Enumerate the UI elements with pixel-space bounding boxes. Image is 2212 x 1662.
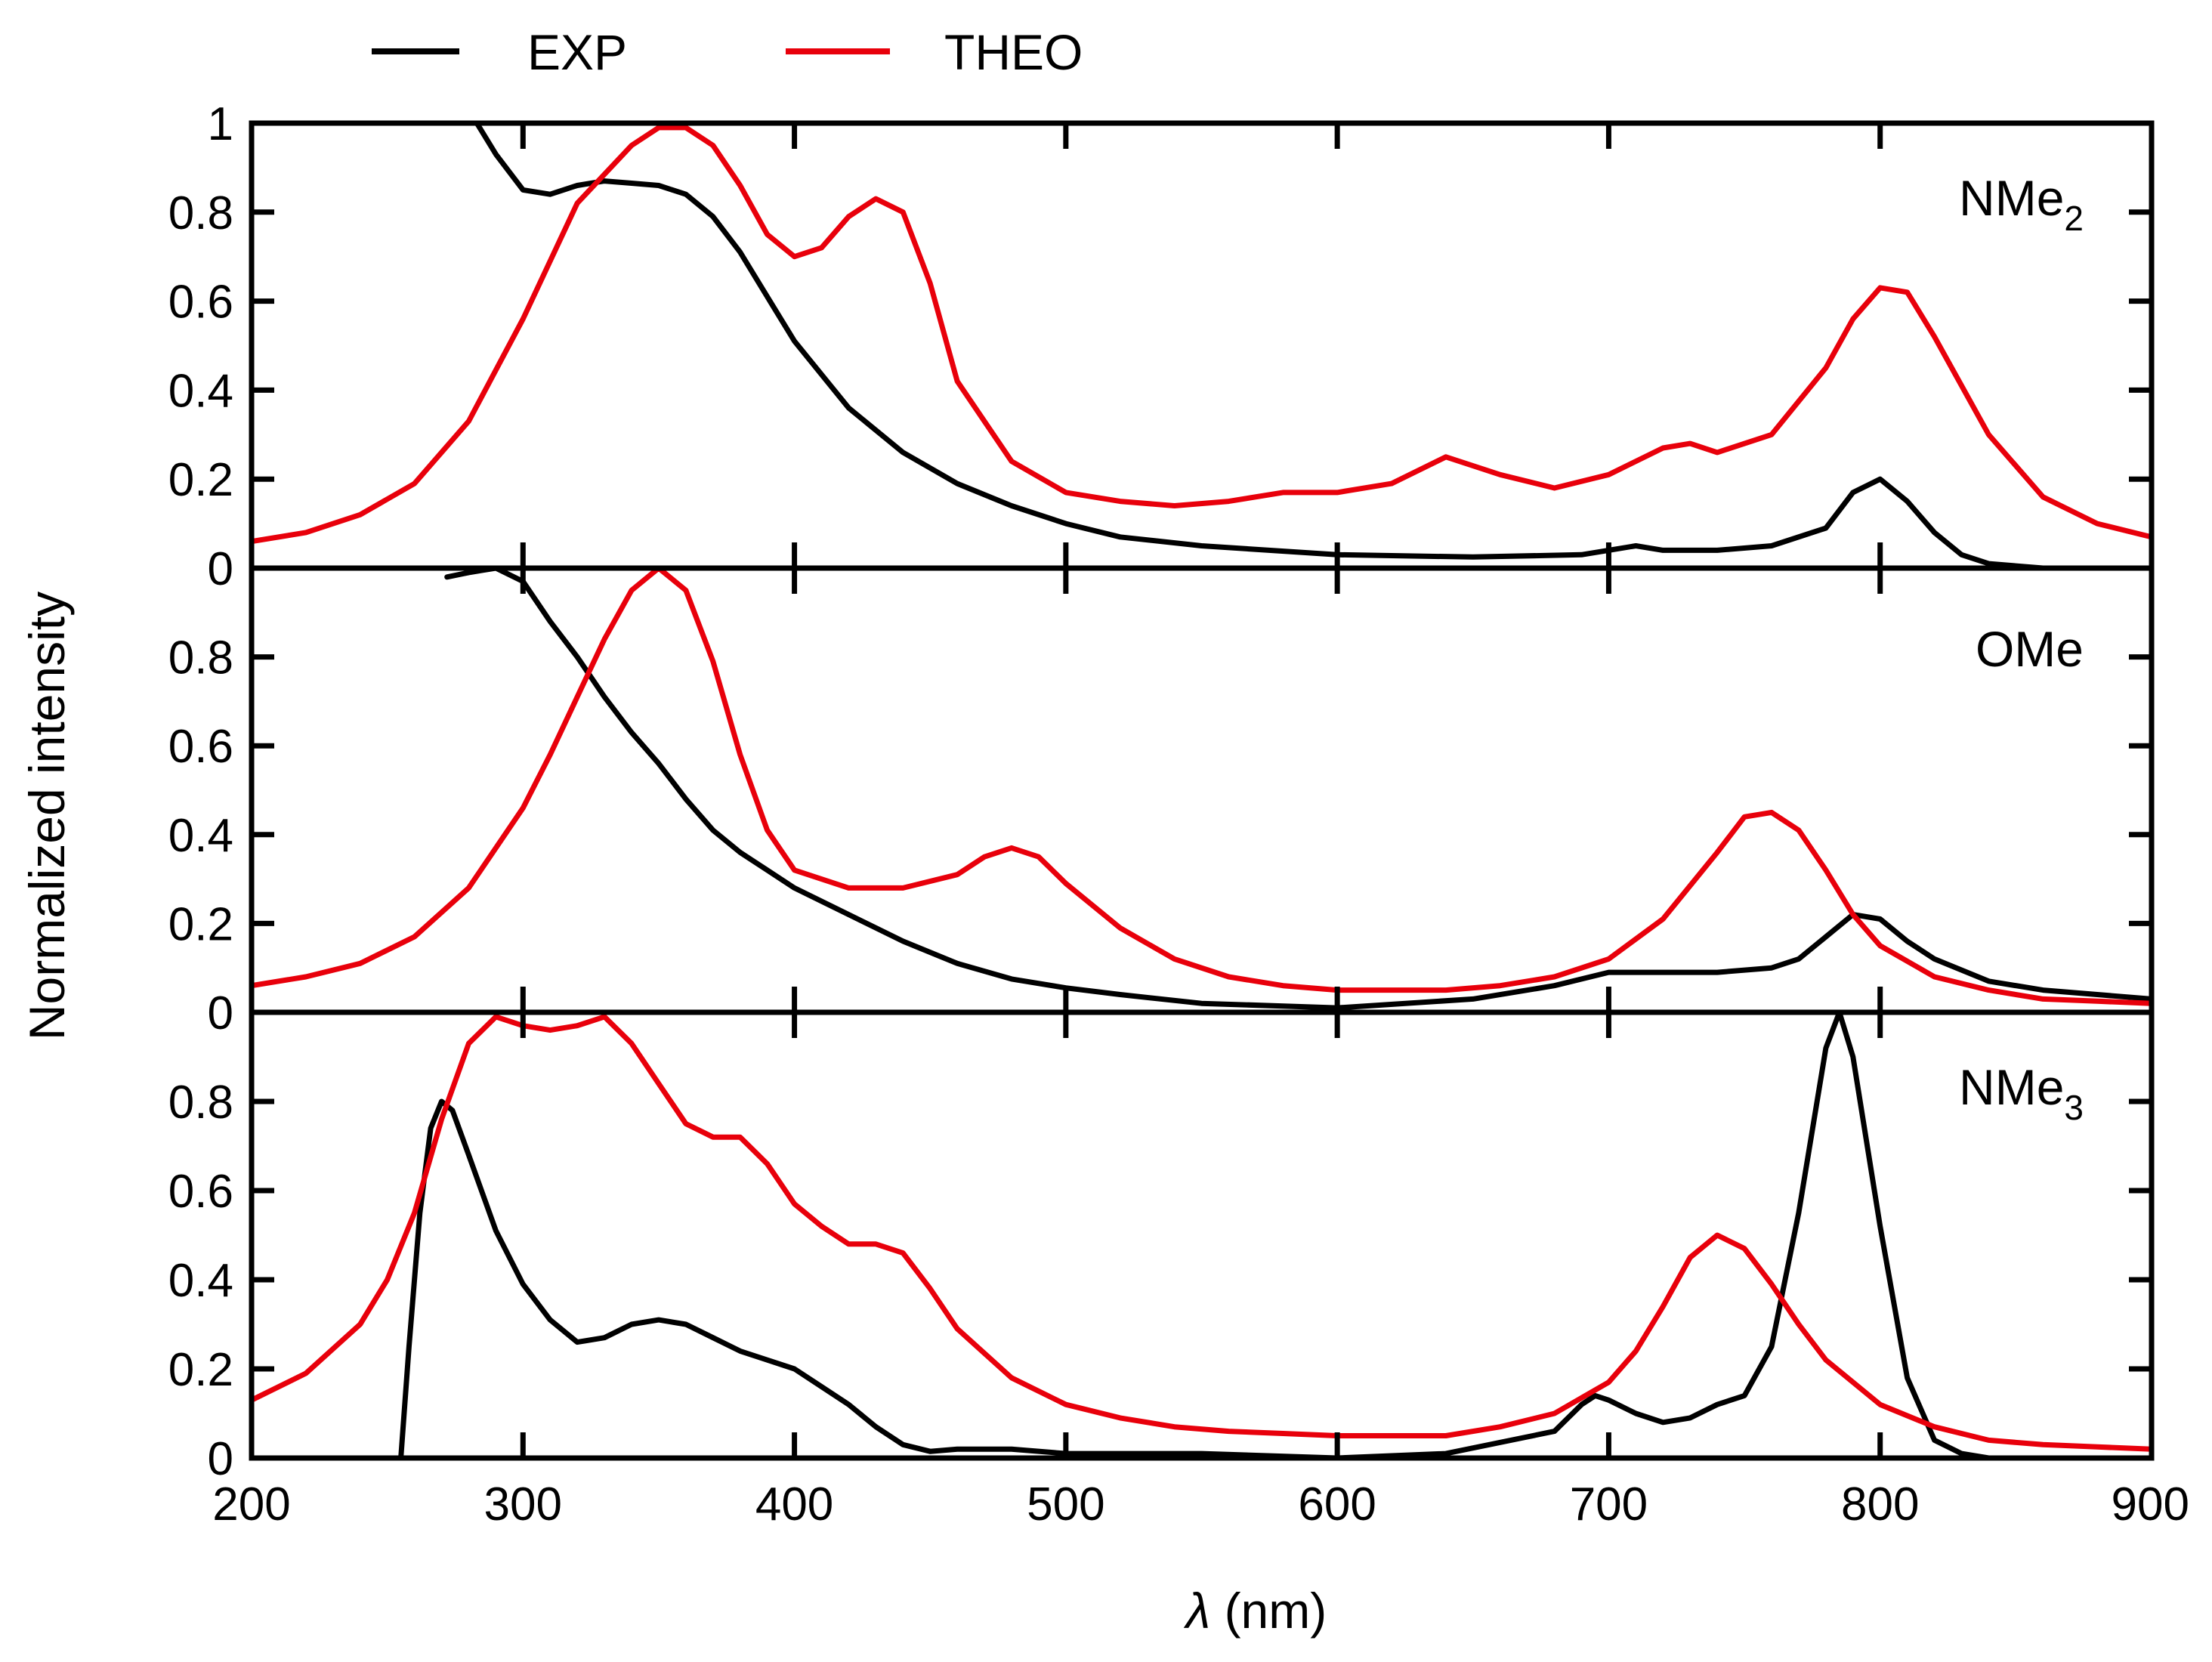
y-tick-label: 1 xyxy=(208,98,233,150)
panel-label-0: NMe2 xyxy=(1959,170,2084,238)
series-theo-line-panel-2 xyxy=(252,1014,2152,1452)
y-axis-title: Normalized intensity xyxy=(19,592,75,1040)
x-tick-label: 300 xyxy=(484,1478,562,1531)
y-tick-label: 0.2 xyxy=(168,1344,233,1396)
x-axis-title-symbol: λ xyxy=(1184,1583,1210,1639)
x-axis-title-unit: (nm) xyxy=(1225,1583,1327,1639)
panel-label-1: OMe xyxy=(1976,621,2084,677)
y-tick-label: 0.2 xyxy=(168,454,233,506)
y-tick-label: 0.6 xyxy=(168,276,233,329)
panel-label-2: NMe3 xyxy=(1959,1059,2084,1127)
y-tick-label: 0 xyxy=(208,987,233,1040)
x-tick-label: 800 xyxy=(1841,1478,1919,1531)
y-tick-label: 0.8 xyxy=(168,1077,233,1129)
y-tick-label: 0.4 xyxy=(168,1255,233,1307)
panel-2: 0 0.2 0.4 0.6 0.8 NMe3 xyxy=(168,1009,2155,1485)
panel-frame-1 xyxy=(249,565,2155,1015)
series-exp-line-panel-0 xyxy=(474,123,2152,568)
y-tick-label: 0.2 xyxy=(168,898,233,950)
x-tick-label: 600 xyxy=(1298,1478,1376,1531)
y-tick-label: 0 xyxy=(208,543,233,595)
panel-label-subscript-0: 2 xyxy=(2064,199,2084,238)
y-tick-label: 0.4 xyxy=(168,810,233,862)
legend-label-exp: EXP xyxy=(527,24,627,80)
panel-frame-2 xyxy=(249,1009,2155,1461)
x-tick-label: 400 xyxy=(755,1478,833,1531)
panels: 0 0.2 0.4 0.6 0.8 1 NMe2 0 0.2 0.4 0.6 0.8 OMe 0 0.2 0.… xyxy=(168,98,2155,1485)
y-tick-label: 0 xyxy=(208,1433,233,1485)
y-tick-label: 0.8 xyxy=(168,632,233,684)
series-theo-line-panel-1 xyxy=(252,568,2152,1006)
legend-label-theo: THEO xyxy=(944,24,1083,80)
series-exp-line-panel-1 xyxy=(444,568,2152,1011)
y-tick-label: 0.6 xyxy=(168,721,233,773)
y-tick-label: 0.8 xyxy=(168,187,233,239)
series-exp-line-panel-2 xyxy=(398,1012,2152,1458)
panel-0: 0 0.2 0.4 0.6 0.8 1 NMe2 xyxy=(168,98,2155,595)
x-tick-label: 200 xyxy=(212,1478,290,1531)
panel-label-subscript-2: 3 xyxy=(2064,1088,2084,1127)
x-axis: 200 300 400 500 600 700 800 900 xyxy=(212,1478,2189,1531)
legend: EXP THEO xyxy=(372,24,1083,80)
series-theo-line-panel-0 xyxy=(252,125,2152,545)
y-tick-label: 0.4 xyxy=(168,365,233,417)
y-tick-label: 0.6 xyxy=(168,1166,233,1218)
x-tick-label: 700 xyxy=(1570,1478,1648,1531)
panel-1: 0 0.2 0.4 0.6 0.8 OMe xyxy=(168,565,2155,1040)
x-tick-label: 500 xyxy=(1027,1478,1104,1531)
x-tick-label: 900 xyxy=(2112,1478,2189,1531)
x-axis-title: λ (nm) xyxy=(1184,1583,1327,1639)
